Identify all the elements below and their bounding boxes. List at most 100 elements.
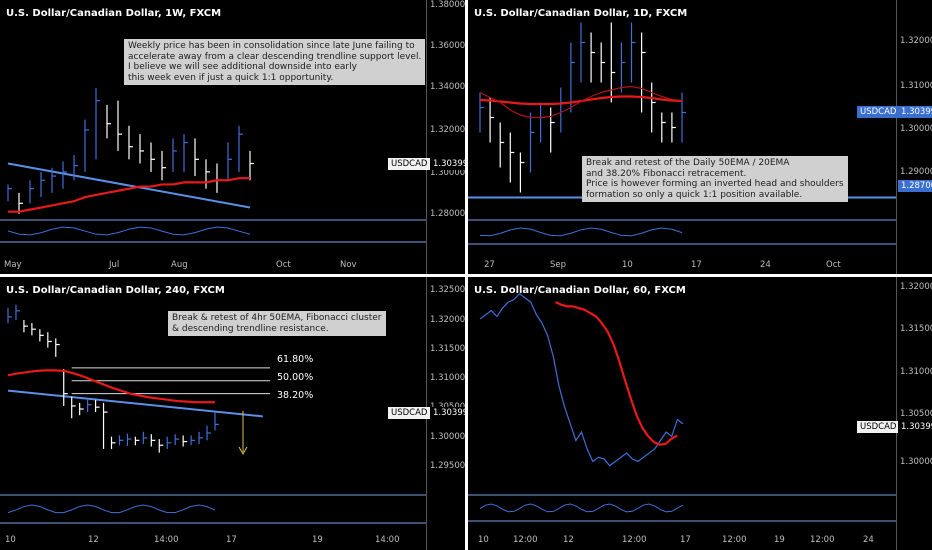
price-bar — [7, 184, 12, 202]
y-tick-label: 1.38000 — [430, 0, 465, 10]
price-bar — [31, 323, 36, 336]
price-bar — [509, 132, 515, 183]
price-bar — [600, 42, 606, 83]
last-price-tag: 1.30399 — [898, 106, 932, 118]
price-bar — [182, 435, 188, 447]
note-line: this week even if just a quick 1:1 oppor… — [128, 72, 334, 83]
chart-canvas[interactable] — [468, 0, 932, 274]
chart-panel-weekly[interactable]: U.S. Dollar/Canadian Dollar, 1W, FXCM 1.… — [0, 0, 465, 274]
chart-canvas[interactable] — [0, 0, 465, 274]
x-tick-label: Aug — [171, 260, 188, 270]
price-bar — [539, 102, 545, 143]
price-bar — [15, 304, 20, 320]
price-bar — [29, 180, 34, 204]
price-bar — [630, 22, 636, 83]
50ema-line — [7, 369, 215, 404]
oscillator-line — [479, 503, 684, 513]
symbol-tag: USDCAD — [857, 421, 900, 433]
chart-panel-1h[interactable]: U.S. Dollar/Canadian Dollar, 60, FXCM 1.… — [468, 277, 932, 550]
price-bar — [519, 152, 525, 193]
price-bar — [40, 171, 45, 198]
chart-panel-daily[interactable]: U.S. Dollar/Canadian Dollar, 1D, FXCM 1.… — [468, 0, 932, 274]
x-tick-label: 12:00 — [622, 535, 647, 545]
y-tick-label: 1.31000 — [430, 373, 465, 383]
last-price-tag: 1.30399 — [430, 407, 465, 419]
price-bar — [139, 134, 144, 164]
price-bar — [205, 159, 210, 189]
y-tick-label: 1.32000 — [900, 36, 932, 46]
price-bar — [126, 433, 132, 446]
price-bar — [560, 87, 565, 133]
price-bar — [79, 402, 84, 416]
y-tick-label: 1.28000 — [430, 209, 465, 219]
annotation-note[interactable]: Weekly price has been in consolidation s… — [124, 39, 426, 85]
price-bar — [142, 431, 148, 445]
annotation-note[interactable]: Break & retest of 4hr 50EMA, Fibonacci c… — [168, 311, 386, 336]
price-bar — [190, 435, 196, 446]
price-bar — [47, 332, 52, 348]
x-tick-label: May — [4, 260, 22, 270]
price-bar — [110, 436, 116, 449]
x-tick-label: 12:00 — [810, 535, 835, 545]
price-bar — [206, 425, 212, 441]
x-tick-label: Sep — [550, 260, 567, 270]
price-bar — [194, 138, 199, 177]
price-bar — [479, 92, 484, 133]
trendline — [7, 389, 263, 418]
x-tick-label: Oct — [826, 260, 841, 270]
price-axis — [896, 277, 897, 550]
oscillator-line — [7, 226, 251, 236]
price-bar — [174, 434, 180, 446]
note-line: formation so only a quick 1:1 position a… — [586, 189, 803, 200]
price-bar — [661, 112, 666, 143]
price-bar — [106, 104, 111, 139]
20ema-line — [479, 85, 683, 119]
x-tick-label: 10 — [478, 535, 489, 545]
price-bar — [529, 112, 535, 173]
price-bar — [117, 100, 122, 151]
price-bar — [238, 125, 243, 172]
y-tick-label: 1.30000 — [430, 432, 465, 442]
level-price-tag: 1.28700 — [898, 180, 932, 192]
chart-canvas[interactable] — [468, 277, 932, 550]
x-tick-label: 12:00 — [722, 535, 747, 545]
y-tick-label: 1.31000 — [900, 367, 932, 377]
50ema-line — [8, 177, 250, 213]
note-line: Break & retest of 4hr 50EMA, Fibonacci c… — [172, 313, 382, 323]
x-tick-label: 12 — [563, 535, 574, 545]
x-tick-label: 27 — [484, 260, 495, 270]
chart-title: U.S. Dollar/Canadian Dollar, 1D, FXCM — [474, 8, 688, 19]
price-bar — [7, 307, 12, 324]
price-bar — [87, 399, 92, 413]
x-tick-label: 10 — [622, 260, 633, 270]
fib-label: 38.20% — [277, 390, 314, 401]
annotation-note[interactable]: Break and retest of the Daily 50EMA / 20… — [582, 156, 848, 202]
price-bar — [18, 192, 23, 214]
price-bar — [166, 436, 172, 449]
x-tick-label: 19 — [774, 535, 785, 545]
price-bar — [94, 399, 100, 413]
price-bar — [23, 319, 28, 333]
x-tick-label: Jul — [109, 260, 120, 270]
price-bar — [84, 119, 89, 172]
price-bar — [172, 138, 177, 172]
price-bar — [620, 42, 626, 93]
y-tick-label: 1.30000 — [430, 168, 465, 178]
trendline — [7, 162, 251, 209]
price-bar — [499, 122, 505, 168]
y-tick-label: 1.31500 — [900, 324, 932, 334]
x-tick-label: 14:00 — [375, 535, 400, 545]
price-bar — [62, 161, 67, 189]
y-tick-label: 1.30500 — [900, 409, 932, 419]
oscillator-line — [479, 227, 683, 237]
y-tick-label: 1.34000 — [430, 82, 465, 92]
y-tick-label: 1.32000 — [430, 125, 465, 135]
y-tick-label: 1.36000 — [430, 41, 465, 51]
price-bar — [227, 142, 232, 181]
chart-panel-4h[interactable]: U.S. Dollar/Canadian Dollar, 240, FXCM 1… — [0, 277, 465, 550]
chart-canvas[interactable] — [0, 277, 465, 550]
price-axis — [426, 0, 427, 274]
50ema-line — [554, 301, 678, 446]
x-tick-label: 12:00 — [513, 535, 538, 545]
price-bar — [671, 112, 676, 143]
